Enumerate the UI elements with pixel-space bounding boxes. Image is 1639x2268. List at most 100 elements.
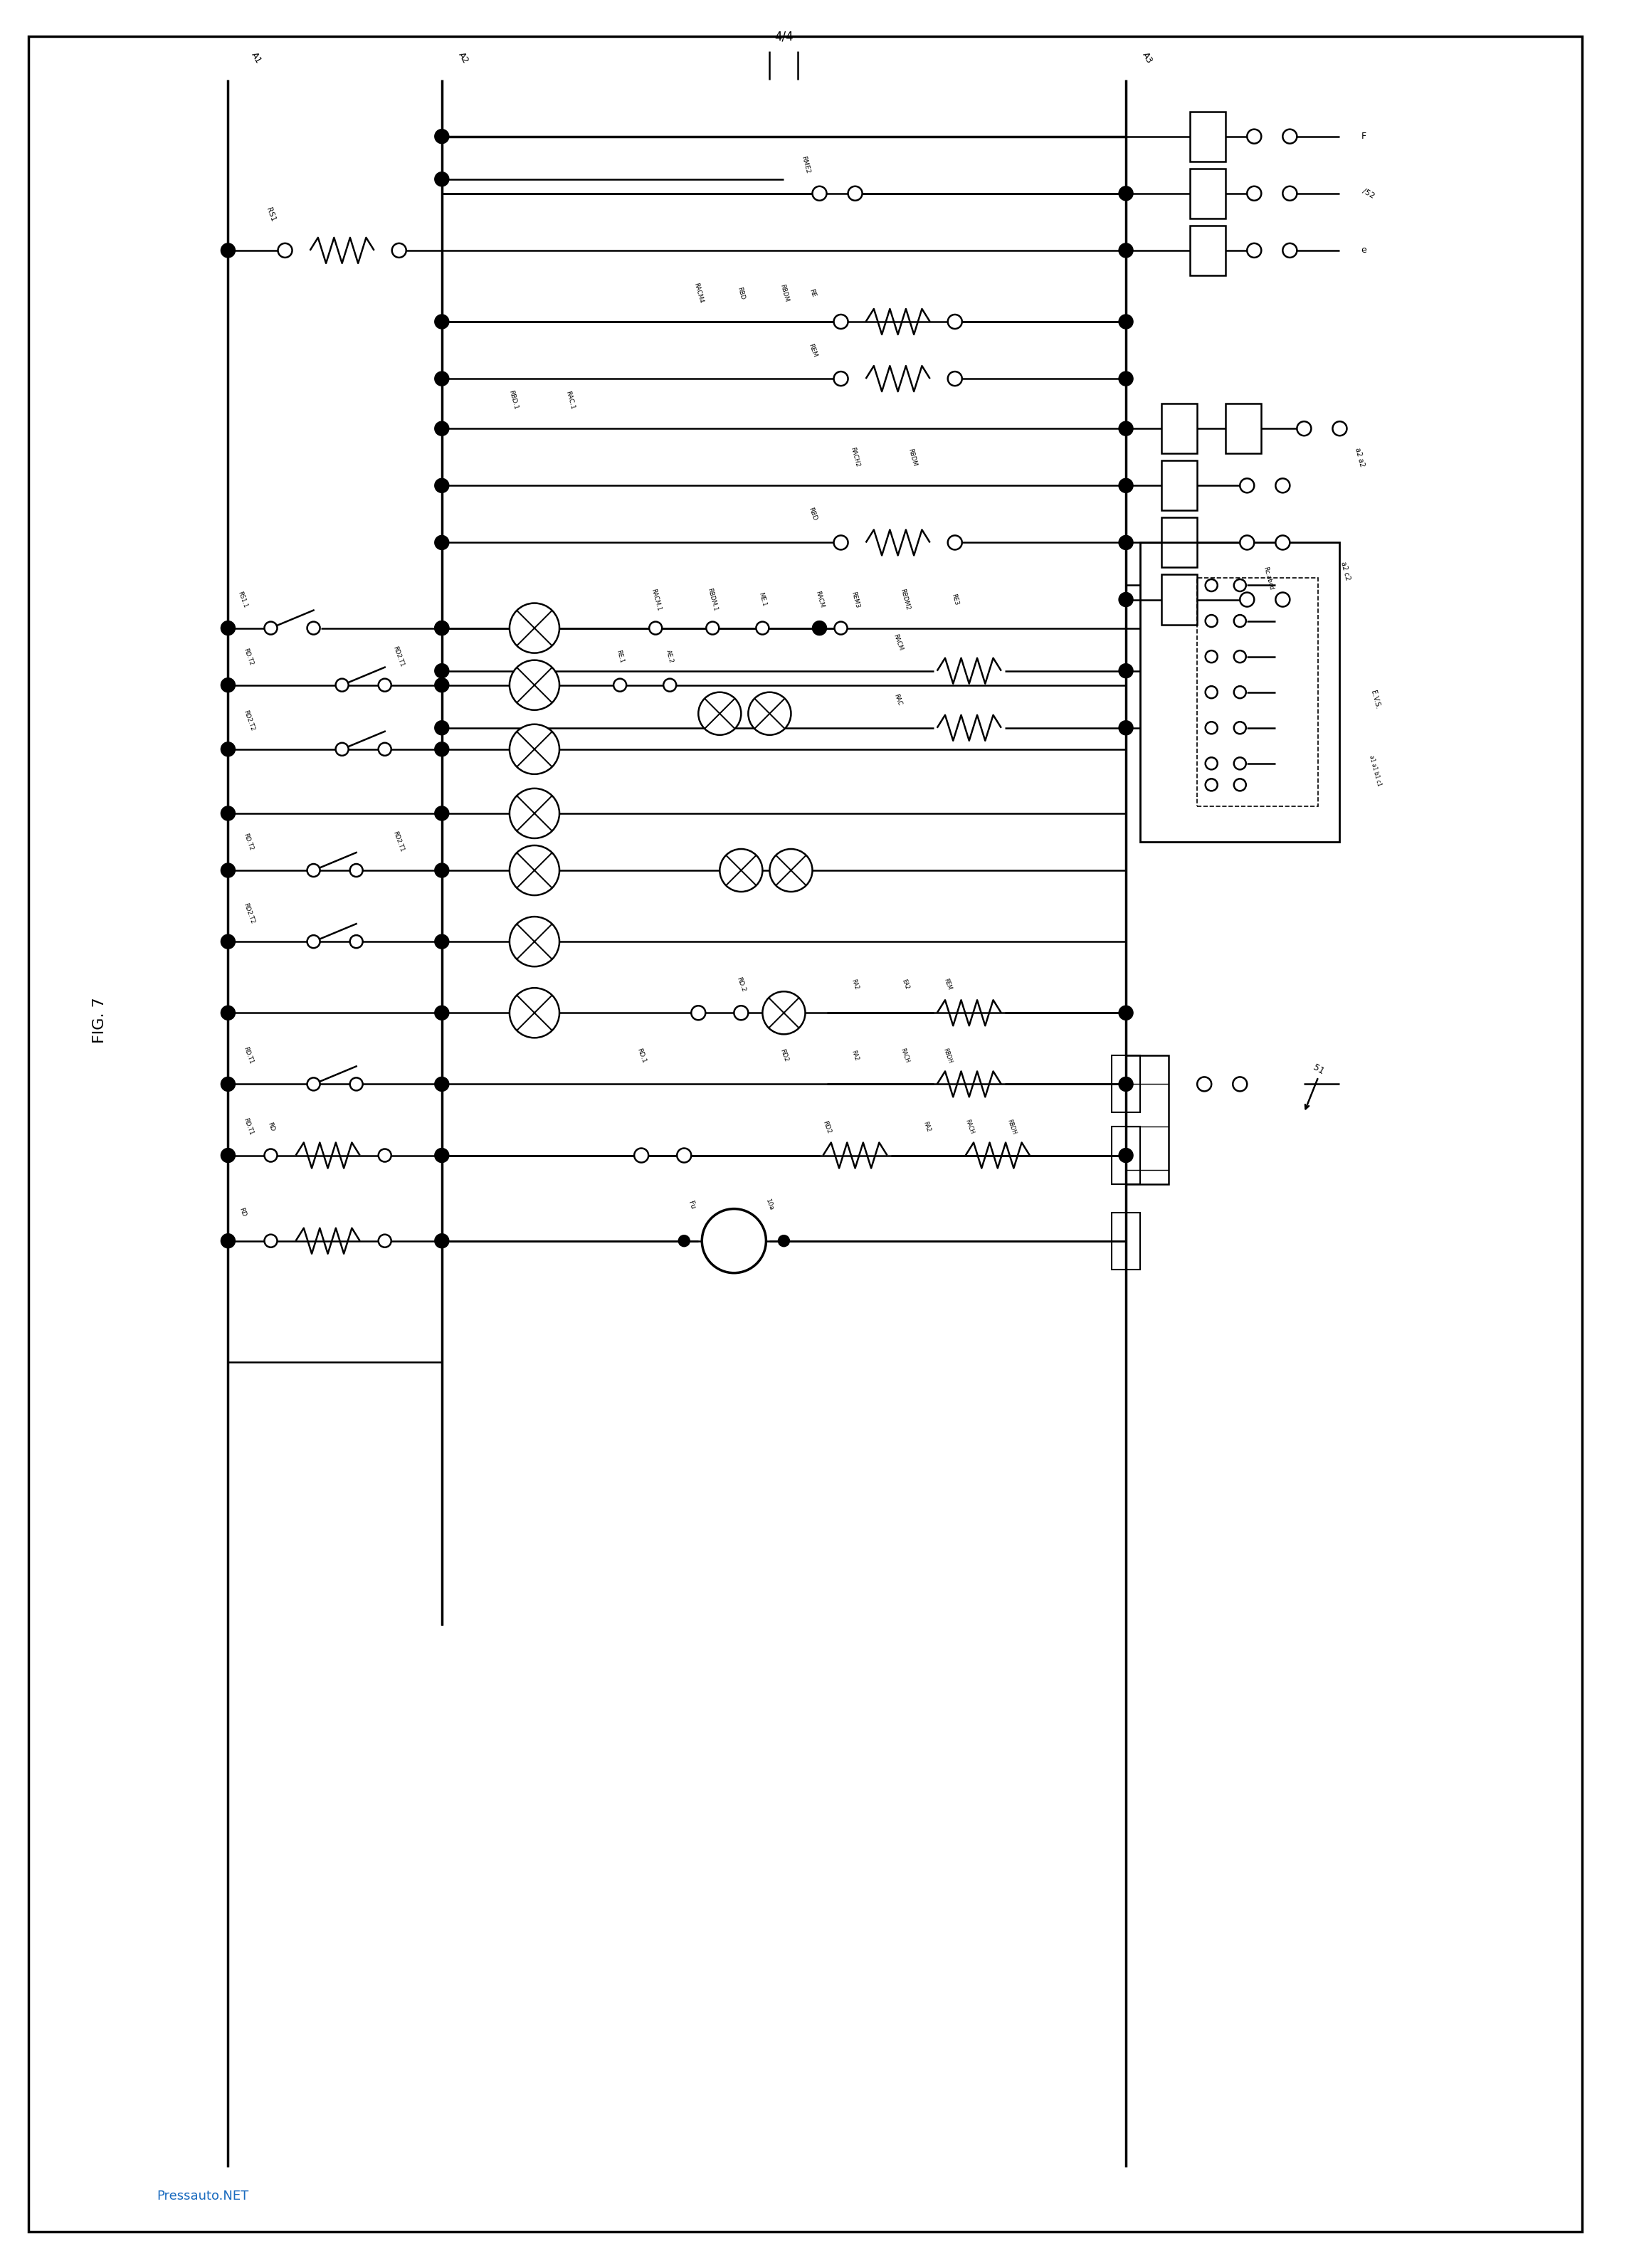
Circle shape	[434, 1234, 449, 1247]
Circle shape	[1119, 592, 1133, 608]
Circle shape	[434, 1005, 449, 1021]
Circle shape	[510, 603, 559, 653]
Text: FIG. 7: FIG. 7	[93, 998, 107, 1043]
Circle shape	[306, 864, 320, 878]
Circle shape	[221, 678, 234, 692]
Text: RME2: RME2	[800, 156, 811, 175]
Circle shape	[1205, 651, 1218, 662]
Circle shape	[379, 1150, 392, 1161]
Circle shape	[434, 678, 449, 692]
Circle shape	[434, 934, 449, 948]
Circle shape	[221, 1148, 234, 1163]
Text: RD: RD	[266, 1120, 275, 1132]
Circle shape	[1234, 687, 1246, 699]
Bar	[1126, 1055, 1169, 1184]
Text: a2 a2: a2 a2	[1354, 447, 1365, 467]
Circle shape	[1247, 243, 1262, 259]
Text: REM: REM	[942, 978, 952, 991]
Text: Rc.abcd: Rc.abcd	[1262, 565, 1275, 590]
Text: RD2.T2: RD2.T2	[243, 710, 256, 733]
Bar	[1162, 517, 1196, 567]
Text: RD2: RD2	[821, 1120, 833, 1134]
Circle shape	[1119, 1148, 1133, 1163]
Text: 4/4: 4/4	[774, 29, 793, 43]
Text: RD.T2: RD.T2	[243, 832, 254, 850]
Circle shape	[1119, 372, 1133, 386]
Circle shape	[221, 864, 234, 878]
Circle shape	[1333, 422, 1347, 435]
Text: RD2.T1: RD2.T1	[392, 830, 405, 853]
Text: AE.2: AE.2	[665, 649, 675, 665]
Bar	[1111, 1127, 1141, 1184]
Circle shape	[1119, 186, 1133, 200]
Circle shape	[649, 621, 662, 635]
Bar	[1111, 1213, 1141, 1270]
Circle shape	[434, 535, 449, 549]
Circle shape	[1196, 1077, 1211, 1091]
Bar	[1190, 111, 1226, 161]
Bar	[1111, 1055, 1141, 1114]
Circle shape	[434, 665, 449, 678]
Text: RACM.1: RACM.1	[649, 587, 662, 612]
Circle shape	[734, 1005, 749, 1021]
Circle shape	[1234, 615, 1246, 626]
Circle shape	[947, 372, 962, 386]
Circle shape	[1234, 778, 1246, 792]
Circle shape	[1119, 1005, 1133, 1021]
Bar	[1162, 460, 1196, 510]
Text: RBDH: RBDH	[1006, 1118, 1018, 1136]
Text: RA2: RA2	[851, 1050, 860, 1061]
Text: ME.1: ME.1	[757, 592, 767, 608]
Text: RAC: RAC	[893, 692, 903, 705]
Text: RBD: RBD	[806, 506, 818, 522]
Text: RS1: RS1	[266, 206, 277, 222]
Circle shape	[1283, 186, 1296, 200]
Text: E.V.S.: E.V.S.	[1370, 689, 1382, 710]
Circle shape	[1119, 665, 1133, 678]
Circle shape	[336, 744, 349, 755]
Circle shape	[434, 805, 449, 821]
Circle shape	[306, 1077, 320, 1091]
Circle shape	[813, 621, 826, 635]
Circle shape	[1234, 651, 1246, 662]
Circle shape	[720, 848, 762, 891]
Text: RD: RD	[238, 1207, 247, 1218]
Circle shape	[756, 621, 769, 635]
Circle shape	[634, 1148, 649, 1163]
Circle shape	[1247, 129, 1262, 143]
Text: RD.T1: RD.T1	[243, 1118, 254, 1136]
Text: RACH: RACH	[964, 1118, 975, 1134]
Circle shape	[677, 1148, 692, 1163]
Text: RBDM: RBDM	[906, 447, 918, 467]
Circle shape	[434, 1077, 449, 1091]
Text: a1 a1 b1 c1: a1 a1 b1 c1	[1369, 755, 1383, 787]
Text: RD.2: RD.2	[736, 975, 747, 993]
Circle shape	[947, 535, 962, 549]
Circle shape	[349, 1077, 362, 1091]
Circle shape	[1275, 479, 1290, 492]
Circle shape	[510, 789, 559, 839]
Circle shape	[279, 243, 292, 259]
Circle shape	[392, 243, 406, 259]
Circle shape	[336, 678, 349, 692]
Text: RD2: RD2	[779, 1048, 788, 1064]
Circle shape	[847, 186, 862, 200]
Circle shape	[379, 744, 392, 755]
Circle shape	[510, 916, 559, 966]
Text: A2: A2	[456, 50, 470, 66]
Circle shape	[434, 1148, 449, 1163]
Bar	[1162, 404, 1196, 454]
Circle shape	[306, 934, 320, 948]
Text: RBD.1: RBD.1	[508, 390, 518, 411]
Circle shape	[679, 1236, 690, 1247]
Text: RBDH: RBDH	[942, 1048, 954, 1064]
Circle shape	[1234, 758, 1246, 769]
Bar	[1190, 168, 1226, 218]
Circle shape	[510, 660, 559, 710]
Text: Pressauto.NET: Pressauto.NET	[157, 2191, 249, 2202]
Bar	[1226, 404, 1262, 454]
Text: /52: /52	[1360, 188, 1375, 200]
Text: RACH2: RACH2	[849, 447, 860, 467]
Circle shape	[221, 1234, 234, 1247]
Text: 10a: 10a	[764, 1198, 775, 1211]
